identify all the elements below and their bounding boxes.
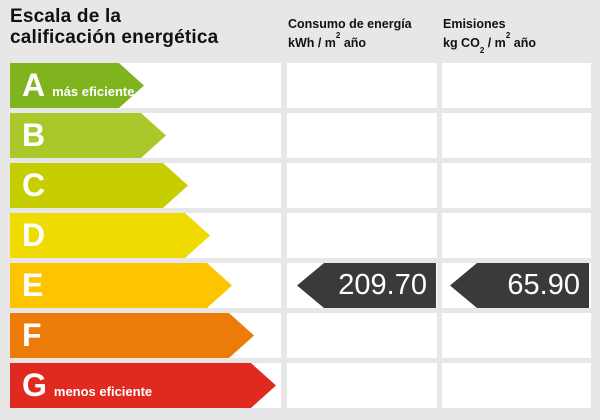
rating-row-g: G menos eficiente [10,363,591,408]
consumption-cell [287,63,437,108]
scale-cell: D [10,213,281,258]
rating-letter: A [22,67,46,103]
emissions-cell [442,313,591,358]
consumption-value-badge: 209.70 [297,263,436,308]
consumption-cell [287,213,437,258]
rating-row-d: D [10,213,591,258]
rating-letter: E [22,267,44,303]
rating-arrow: F [10,313,254,358]
emissions-cell [442,363,591,408]
consumption-cell [287,163,437,208]
page-title-line2: calificación energética [10,27,219,48]
rating-letter: D [22,217,46,253]
rating-arrow: C [10,163,188,208]
rating-row-c: C [10,163,591,208]
consumption-header-title: Consumo de energía [288,17,412,31]
rating-letter: C [22,167,46,203]
scale-cell: G menos eficiente [10,363,281,408]
rating-arrow: B [10,113,166,158]
emissions-cell: 65.90 [442,263,591,308]
scale-cell: F [10,313,281,358]
emissions-cell [442,113,591,158]
page-title-line1: Escala de la [10,6,122,27]
consumption-cell [287,113,437,158]
rating-note: menos eficiente [53,384,153,399]
emissions-header-units: kg CO2 / m2 año [443,31,536,55]
consumption-column-header: Consumo de energía kWh / m2 año [288,17,438,51]
emissions-column-header: Emisiones kg CO2 / m2 año [443,17,592,56]
consumption-cell [287,313,437,358]
rating-arrow: G menos eficiente [10,363,276,408]
rating-letter: B [22,117,46,153]
rating-letter: G [22,367,47,403]
rating-arrow: A más eficiente [10,63,144,108]
rating-arrow: E [10,263,232,308]
rating-letter: F [22,317,42,353]
emissions-cell [442,63,591,108]
consumption-header-units: kWh / m2 año [288,31,367,51]
emissions-value-badge: 65.90 [450,263,589,308]
rating-row-f: F [10,313,591,358]
scale-cell: B [10,113,281,158]
emissions-cell [442,163,591,208]
scale-cell: E [10,263,281,308]
rating-row-e: E 209.70 65.90 [10,263,591,308]
scale-cell: A más eficiente [10,63,281,108]
rating-note: más eficiente [52,84,135,99]
rating-rows: A más eficiente B C D [10,63,591,413]
consumption-cell: 209.70 [287,263,437,308]
rating-row-b: B [10,113,591,158]
emissions-cell [442,213,591,258]
rating-row-a: A más eficiente [10,63,591,108]
scale-cell: C [10,163,281,208]
consumption-cell [287,363,437,408]
rating-arrow: D [10,213,210,258]
emissions-header-title: Emisiones [443,17,506,31]
page-title: Escala de la calificación energética [10,6,218,48]
